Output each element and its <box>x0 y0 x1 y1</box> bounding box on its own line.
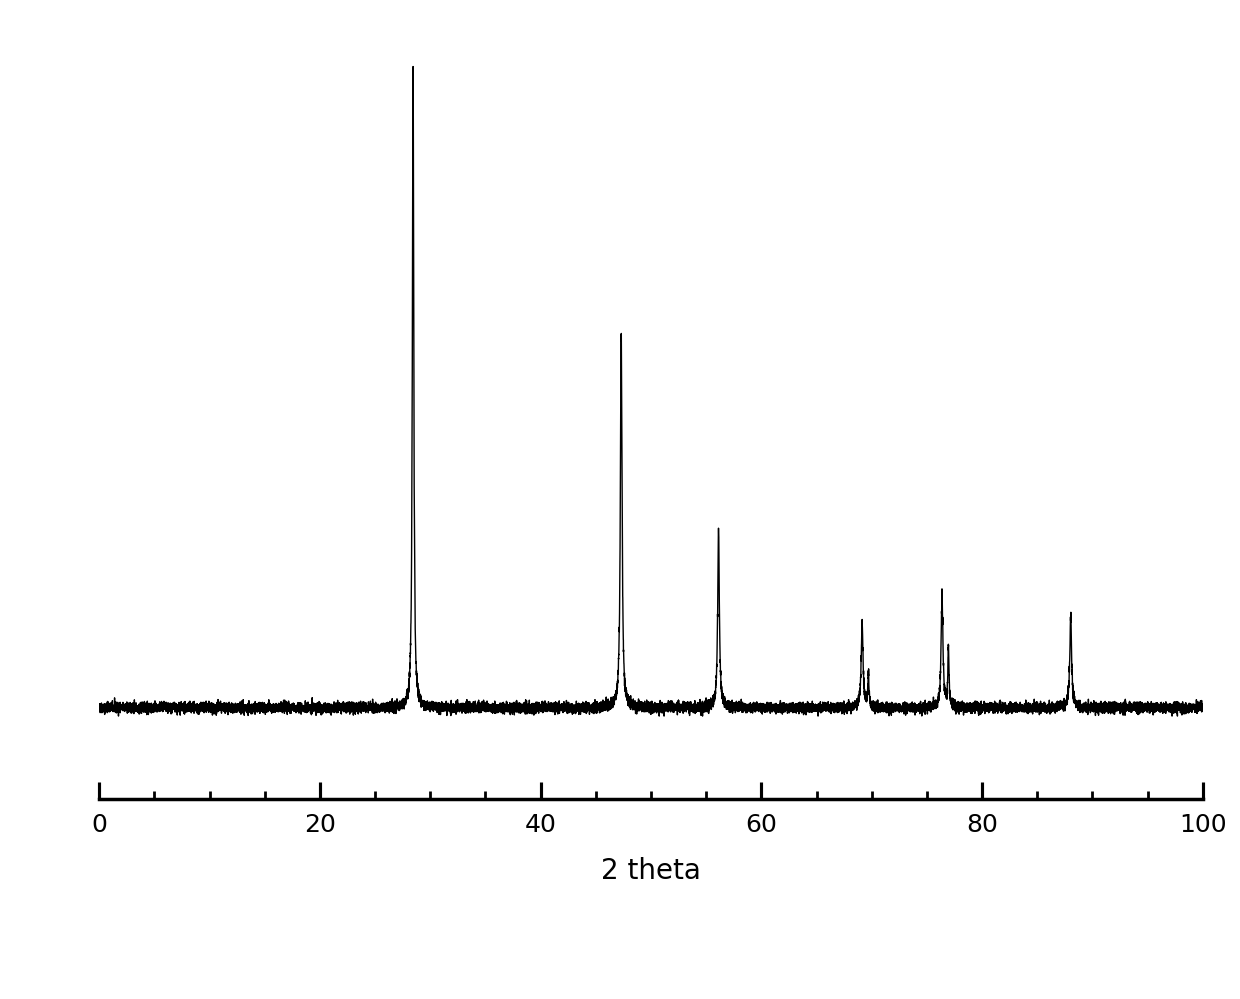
X-axis label: 2 theta: 2 theta <box>601 856 701 884</box>
